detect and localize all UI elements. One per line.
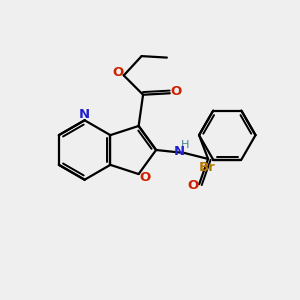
Text: Br: Br	[199, 161, 216, 174]
Text: N: N	[173, 145, 184, 158]
Text: N: N	[79, 108, 90, 122]
Text: H: H	[181, 140, 189, 150]
Text: O: O	[171, 85, 182, 98]
Text: O: O	[140, 170, 151, 184]
Text: O: O	[187, 179, 198, 192]
Text: O: O	[112, 66, 123, 79]
